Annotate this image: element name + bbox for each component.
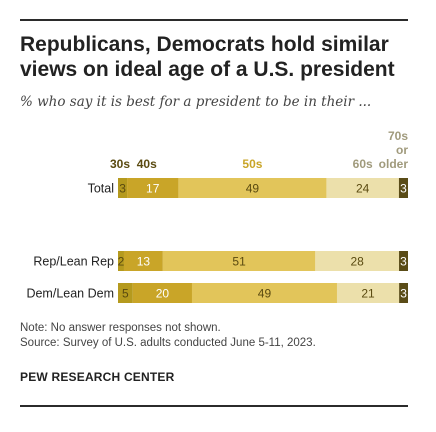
bar-rep-lean-rep-70s-or-older	[399, 251, 408, 271]
legend-label-70s-or-older-line-1: 70s	[388, 129, 408, 143]
bar-rep-lean-rep-50s	[162, 251, 316, 271]
data-label-total-70s-or-older: 3	[400, 182, 407, 196]
bar-dem-lean-dem-50s	[191, 283, 337, 303]
legend-label-50s: 50s	[242, 157, 262, 171]
category-label-total: Total	[88, 182, 114, 196]
bar-total-40s	[127, 178, 179, 198]
chart-note: Note: No answer responses not shown.	[20, 322, 221, 334]
chart-source: Source: Survey of U.S. adults conducted …	[20, 337, 316, 349]
data-label-dem-lean-dem-50s: 49	[258, 287, 272, 301]
data-label-rep-lean-rep-60s: 28	[350, 255, 364, 269]
data-label-rep-lean-rep-30s: 2	[118, 255, 125, 269]
bar-rep-lean-rep-30s	[118, 251, 124, 271]
legend-label-40s: 40s	[137, 157, 157, 171]
legend-label-30s: 30s	[110, 157, 130, 171]
category-label-dem-lean-dem: Dem/Lean Dem	[26, 287, 114, 301]
bar-dem-lean-dem-30s	[118, 283, 133, 303]
bar-dem-lean-dem-60s	[336, 283, 400, 303]
legend-label-70s-or-older-line-3: older	[379, 157, 409, 171]
chart-subtitle: % who say it is best for a president to …	[20, 94, 372, 110]
top-rule	[20, 19, 408, 21]
data-label-total-60s: 24	[356, 182, 370, 196]
bar-rep-lean-rep-40s	[123, 251, 163, 271]
organization-label: PEW RESEARCH CENTER	[20, 370, 175, 384]
data-label-rep-lean-rep-50s: 51	[232, 255, 246, 269]
chart-title: Republicans, Democrats hold similar view…	[20, 33, 395, 81]
data-label-total-40s: 17	[146, 182, 160, 196]
legend-label-70s-or-older-line-2: or	[396, 143, 408, 157]
data-label-total-50s: 49	[246, 182, 260, 196]
data-label-total-30s: 3	[119, 182, 126, 196]
bar-dem-lean-dem-40s	[132, 283, 192, 303]
data-label-dem-lean-dem-30s: 5	[122, 287, 129, 301]
bar-total-60s	[326, 178, 399, 198]
data-label-dem-lean-dem-40s: 20	[156, 287, 170, 301]
bar-rep-lean-rep-60s	[315, 251, 400, 271]
category-label-rep-lean-rep: Rep/Lean Rep	[33, 255, 114, 269]
bar-dem-lean-dem-70s-or-older	[399, 283, 408, 303]
bar-total-70s-or-older	[398, 178, 408, 198]
data-label-rep-lean-rep-70s-or-older: 3	[400, 255, 407, 269]
data-label-rep-lean-rep-40s: 13	[137, 255, 151, 269]
bar-total-50s	[178, 178, 327, 198]
data-label-dem-lean-dem-70s-or-older: 3	[400, 287, 407, 301]
bar-total-30s	[118, 178, 128, 198]
data-label-dem-lean-dem-60s: 21	[361, 287, 375, 301]
bottom-rule	[20, 405, 408, 407]
legend-label-60s: 60s	[353, 157, 373, 171]
